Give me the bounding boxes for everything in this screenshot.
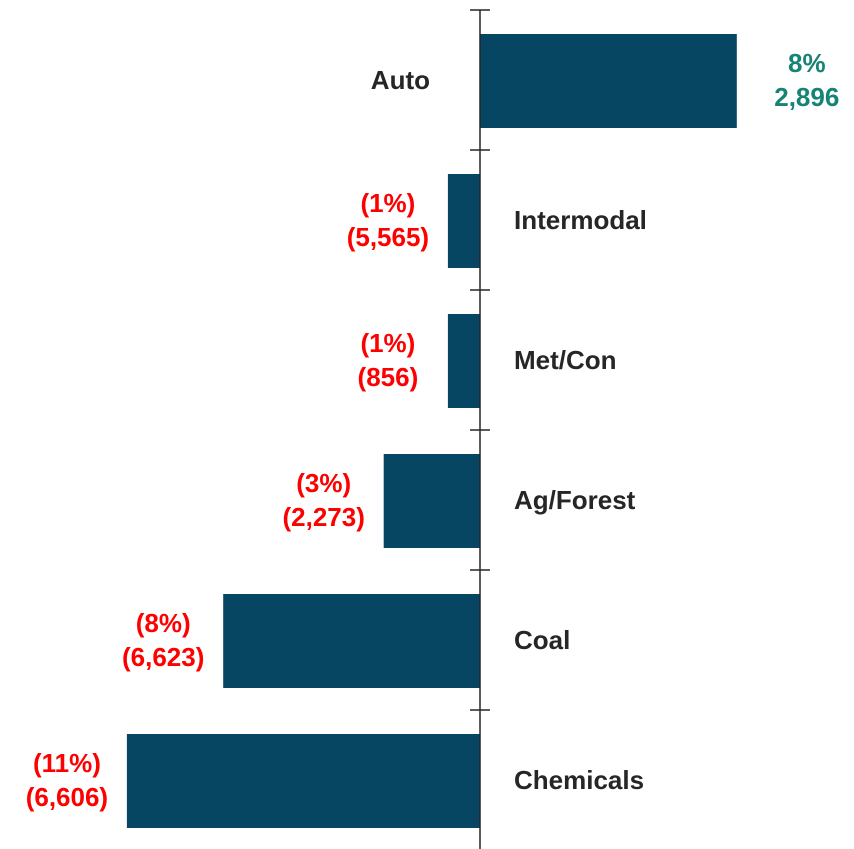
category-label: Met/Con [514,345,617,375]
bars-group [126,34,737,828]
bar-met-con [447,314,480,408]
percent-label: (1%) [360,188,415,218]
bar-ag-forest [383,454,480,548]
volume-label: (856) [358,362,419,392]
percent-label: (8%) [136,608,191,638]
category-label: Coal [514,625,570,655]
volume-label: 2,896 [774,82,839,112]
percent-label: (11%) [33,748,101,778]
bar-intermodal [447,174,480,268]
labels-group: Auto 8% 2,896 Intermodal (1%) (5,565) Met/Con (… [26,48,840,812]
volume-label: (2,273) [283,502,365,532]
category-label: Intermodal [514,205,647,235]
vertical-axis [470,9,490,849]
volume-label: (6,623) [122,642,204,672]
percent-label: (1%) [360,328,415,358]
bar-auto [480,34,737,128]
bar-chemicals [126,734,481,828]
percent-label: 8% [788,48,826,78]
bar-coal [223,594,480,688]
category-label: Ag/Forest [514,485,636,515]
category-label: Chemicals [514,765,644,795]
volume-label: (6,606) [26,782,108,812]
percent-label: (3%) [296,468,351,498]
category-label: Auto [371,65,430,95]
volume-label: (5,565) [347,222,429,252]
